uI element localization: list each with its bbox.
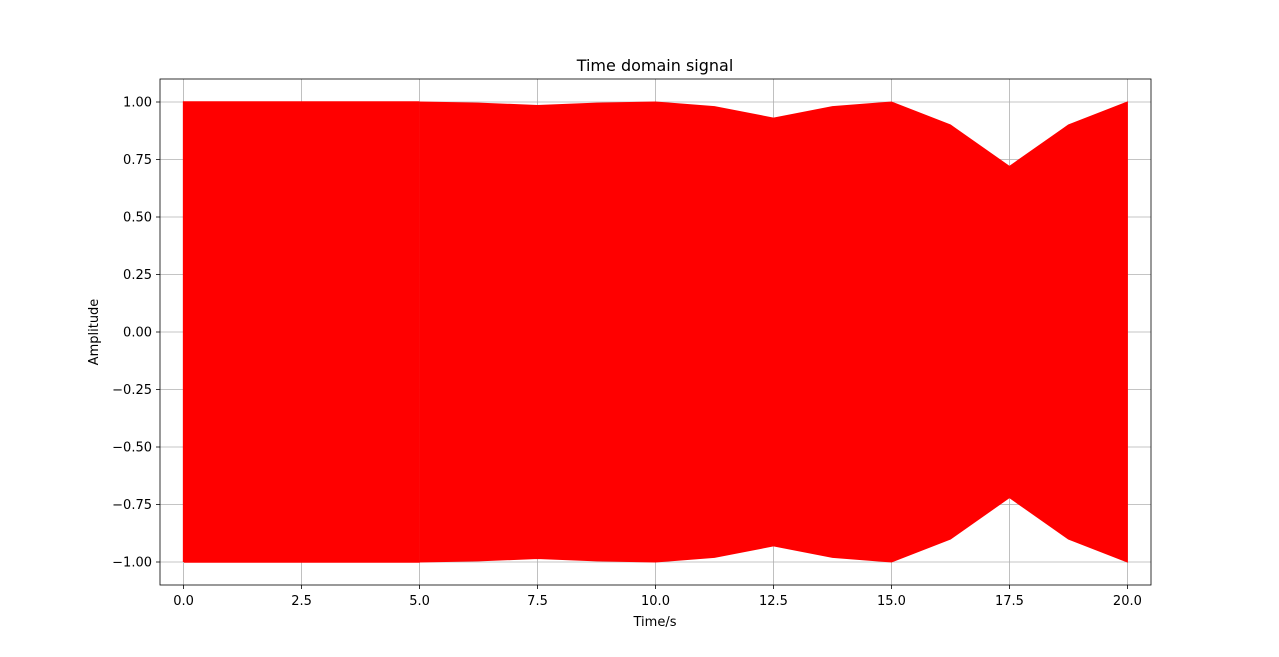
x-axis-label: Time/s: [633, 615, 677, 630]
signal-oscillation-line: [182, 101, 420, 563]
y-tick-label: −0.50: [112, 441, 152, 456]
y-tick-label: −0.75: [112, 498, 152, 513]
x-tick-label: 5.0: [409, 594, 430, 609]
x-tick-label: 10.0: [641, 594, 670, 609]
y-tick-label: 0.75: [123, 153, 152, 168]
y-axis-ticks: 1.00 0.75 0.50 0.25 0.00 −0.25 −0.50 −0.75 −1.00: [112, 96, 160, 571]
x-tick-label: 20.0: [1113, 594, 1142, 609]
y-tick-label: −0.25: [112, 383, 152, 398]
y-tick-label: 1.00: [123, 96, 152, 111]
y-tick-label: 0.50: [123, 211, 152, 226]
x-tick-label: 12.5: [759, 594, 788, 609]
x-axis-ticks: 0.0 2.5 5.0 7.5 10.0 12.5 15.0 17.5 20.0: [173, 585, 1142, 609]
y-tick-label: 0.25: [123, 268, 152, 283]
plot-area: [182, 101, 1128, 563]
x-tick-label: 15.0: [877, 594, 906, 609]
y-tick-label: −1.00: [112, 556, 152, 571]
y-axis-label: Amplitude: [87, 299, 102, 366]
x-tick-label: 7.5: [527, 594, 548, 609]
signal-dense-region: [419, 101, 1128, 563]
x-tick-label: 17.5: [995, 594, 1024, 609]
y-tick-label: 0.00: [123, 326, 152, 341]
chart-title: Time domain signal: [576, 56, 734, 75]
x-tick-label: 2.5: [291, 594, 312, 609]
x-tick-label: 0.0: [173, 594, 194, 609]
